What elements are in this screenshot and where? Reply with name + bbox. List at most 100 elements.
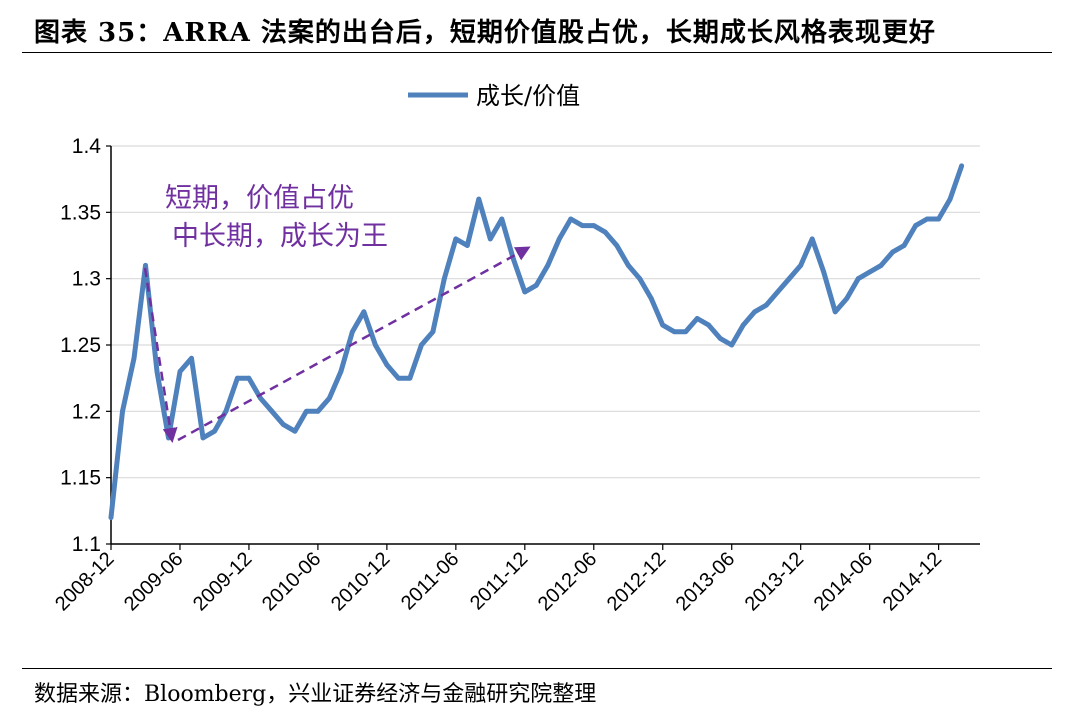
data-point [694,316,700,321]
x-tick-label: 2009-12 [189,548,256,615]
y-tick-label: 1.4 [72,135,102,158]
x-axis: 2008-12 2009-06 2009-12 2010-06 2010-12 2011-… [51,543,980,615]
data-point [258,395,263,401]
x-tick-label: 2012-06 [534,548,601,615]
y-tick-label: 1.25 [60,334,101,357]
data-point [625,263,631,268]
data-point [890,249,895,255]
data-point [189,355,194,361]
data-point [568,216,574,222]
data-point [660,322,666,328]
data-point [350,329,355,335]
data-point [269,408,275,414]
data-point [832,309,838,315]
source-divider [22,668,1052,669]
data-point [878,263,884,268]
y-tick-label: 1.3 [72,268,101,291]
data-point [579,223,585,229]
data-point [154,369,160,374]
data-point [384,362,390,368]
data-point [752,309,758,315]
y-axis: 1.1 1.15 1.2 1.25 1.3 1.35 1.4 [60,135,112,556]
legend-label: 成长/价值 [476,82,580,110]
series-line [108,163,965,520]
source-note: 数据来源：Bloomberg，兴业证券经济与金融研究院整理 [34,682,597,707]
data-point [809,236,815,242]
data-point [453,236,459,242]
trend-arrows [143,246,531,443]
legend: 成长/价值 [408,82,580,110]
title-divider [22,52,1052,53]
y-tick-label: 1.35 [60,201,101,224]
data-point [281,422,286,427]
data-point [947,196,953,202]
series-lines [108,163,965,520]
data-point [522,289,528,295]
data-point [396,375,401,381]
data-point [775,289,781,295]
data-point [487,236,493,242]
data-point [419,342,424,348]
chart-title: 图表 35：ARRA 法案的出台后，短期价值股占优，长期成长风格表现更好 [34,18,936,48]
data-point [304,408,309,414]
data-point [798,263,804,268]
data-point [786,276,792,282]
x-tick-label: 2014-12 [879,548,946,615]
data-point [821,269,827,275]
data-point [246,375,252,381]
data-point [671,329,677,335]
x-tick-label: 2011-06 [397,548,463,614]
data-point [913,223,918,229]
annotation-long-term: 中长期，成长为王 [172,221,388,252]
data-point [533,282,539,288]
data-point [464,243,470,248]
data-point [683,329,689,335]
data-point [844,296,850,301]
x-tick-label: 2010-06 [258,548,325,615]
data-point [614,243,620,248]
y-tick-label: 1.1 [72,533,101,556]
x-tick-label: 2010-12 [327,548,394,615]
x-tick-label: 2013-06 [672,548,739,615]
data-point [763,302,769,308]
gridlines [111,145,980,479]
x-tick-label: 2012-12 [603,548,670,615]
data-point [338,369,344,374]
y-tick-label: 1.15 [60,467,101,490]
data-point [407,375,413,381]
y-tick-label: 1.2 [72,400,101,423]
data-point [591,223,597,229]
data-point [648,296,654,301]
x-tick-label: 2011-12 [466,548,532,614]
data-point [120,408,125,414]
annotation-short-term: 短期，价值占优 [165,183,354,214]
data-point [373,342,378,348]
data-point [867,269,873,275]
data-point [959,163,964,169]
data-point [131,355,137,361]
data-point [108,515,114,520]
data-point [637,276,643,282]
data-point [740,322,746,328]
data-point [924,216,930,222]
data-point [143,263,148,268]
data-point [315,408,321,414]
data-point [361,309,367,315]
data-point [602,229,608,235]
data-point [556,236,562,242]
x-tick-label: 2009-06 [120,548,187,615]
data-point [200,435,206,441]
data-point [441,276,447,282]
data-point [476,196,482,202]
data-point [177,369,183,374]
data-point [936,216,941,222]
data-point [729,342,735,348]
data-point [717,336,723,341]
x-tick-label: 2014-06 [810,548,877,615]
data-point [499,216,505,222]
data-point [212,428,217,434]
data-point [855,276,861,282]
data-point [292,428,298,434]
data-point [430,329,436,335]
